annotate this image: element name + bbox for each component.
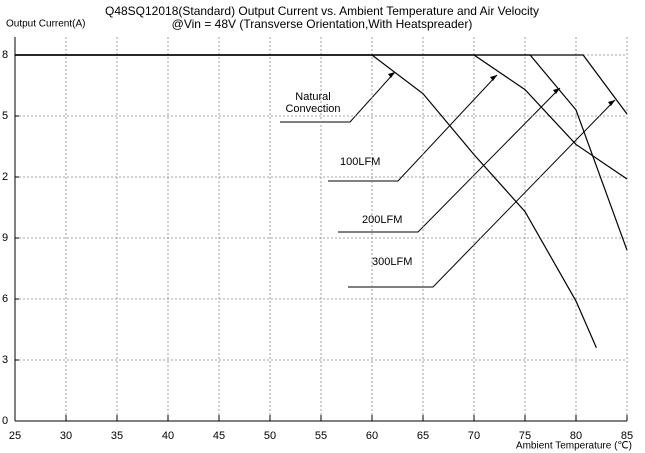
x-tick-label: 50 [264,430,276,442]
chart-subtitle: @Vin = 48V (Transverse Orientation,With … [172,17,473,31]
curve [15,54,628,115]
leader [348,99,616,288]
x-tick-label: 75 [519,430,531,442]
x-tick-label: 30 [60,430,72,442]
x-tick-label: 35 [111,430,123,442]
x-tick-label: 45 [213,430,225,442]
chart-title: Q48SQ12018(Standard) Output Current vs. … [105,4,539,18]
x-tick-label: 25 [9,430,21,442]
y-tick-label: 9 [2,232,8,244]
y-axis-label: Output Current(A) [6,19,85,30]
y-tick-label: 8 [2,49,8,61]
y-tick-label: 3 [2,354,8,366]
y-tick-label: 6 [2,293,8,305]
annotations [280,71,616,288]
x-tick-label: 85 [621,430,633,442]
x-tick-label: 70 [468,430,480,442]
x-tick-label: 55 [315,430,327,442]
leader [280,71,396,123]
series-label: Natural Convection [285,91,340,115]
leader [328,74,498,182]
y-tick-label: 5 [2,110,8,122]
leader [338,87,561,233]
y-tick-label: 2 [2,171,8,183]
series-label: 200LFM [362,214,402,226]
y-tick-label: 0 [2,415,8,427]
series-label: 300LFM [372,256,412,268]
x-tick-label: 65 [417,430,429,442]
series-label: 100LFM [340,156,380,168]
x-axis-label: Ambient Temperature (℃) [516,441,632,452]
x-tick-label: 60 [366,430,378,442]
x-tick-label: 80 [570,430,582,442]
x-tick-label: 40 [162,430,174,442]
